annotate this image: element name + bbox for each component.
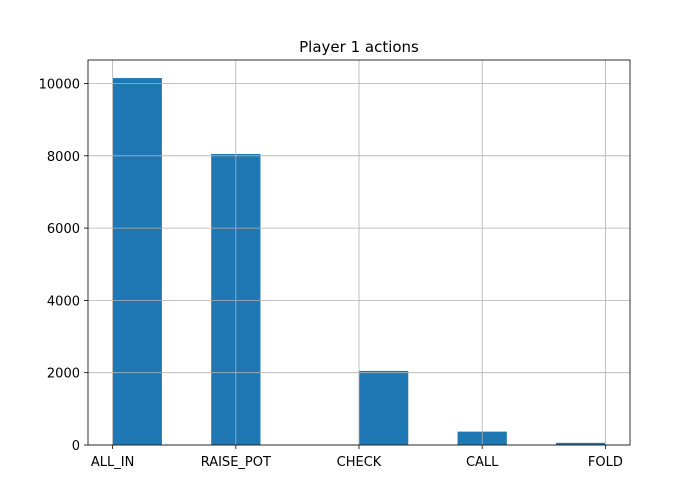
y-ticks-layer: 0 2000 4000 6000 8000 10000 (39, 77, 88, 454)
bar-all-in (112, 78, 162, 445)
bar-check (359, 370, 409, 445)
y-tick-label: 0 (72, 439, 80, 454)
bar-fold (556, 442, 606, 445)
x-tick-label: FOLD (588, 455, 623, 470)
y-tick-label: 4000 (47, 294, 80, 309)
chart-title: Player 1 actions (299, 38, 419, 56)
y-tick-label: 6000 (47, 222, 80, 237)
x-tick-label: CHECK (337, 455, 382, 470)
x-ticks-layer: ALL_IN RAISE_POT CHECK CALL FOLD (91, 445, 623, 470)
x-tick-label: RAISE_POT (201, 455, 271, 470)
y-tick-label: 2000 (47, 367, 80, 382)
x-tick-label: CALL (466, 455, 499, 470)
y-tick-label: 10000 (39, 77, 80, 92)
x-tick-label: ALL_IN (91, 455, 134, 470)
y-tick-label: 8000 (47, 150, 80, 165)
